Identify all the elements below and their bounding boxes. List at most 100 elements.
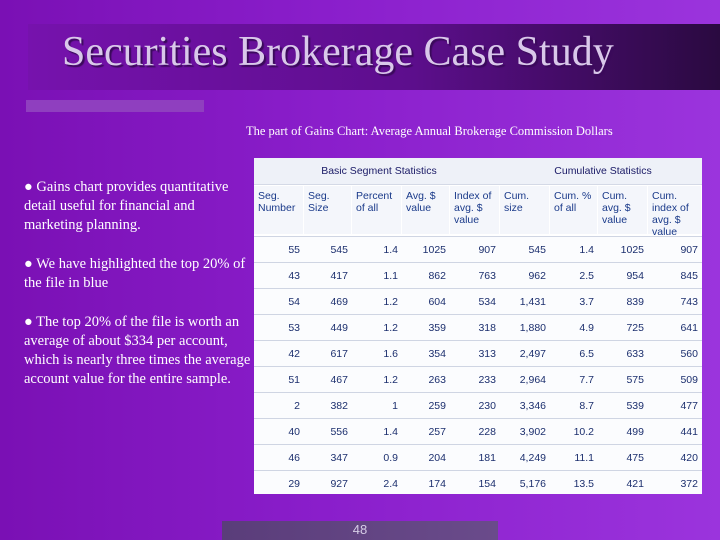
table-cell: 259 [428, 400, 446, 412]
table-cell: 54 [288, 296, 300, 308]
table-cell: 954 [626, 270, 644, 282]
table-cell: 509 [680, 374, 698, 386]
table-cell: 962 [528, 270, 546, 282]
column-header: Avg. $ value [402, 186, 450, 234]
table-row: 42 617 1.6 354 313 2,497 6.5 633 560 [254, 340, 702, 367]
table-cell: 1.4 [579, 244, 594, 256]
table-row: 43 417 1.1 862 763 962 2.5 954 845 [254, 262, 702, 289]
table-row: 2 382 1 259 230 3,346 8.7 539 477 [254, 392, 702, 419]
column-header: Cum. size [500, 186, 550, 234]
table-cell: 1.2 [383, 322, 398, 334]
table-cell: 51 [288, 374, 300, 386]
table-cell: 907 [680, 244, 698, 256]
table-cell: 907 [478, 244, 496, 256]
table-cell: 354 [428, 348, 446, 360]
table-cell: 382 [330, 400, 348, 412]
table-cell: 174 [428, 478, 446, 490]
table-cell: 763 [478, 270, 496, 282]
table-cell: 1,880 [519, 322, 546, 334]
table-cell: 1.4 [383, 426, 398, 438]
column-header: Percent of all [352, 186, 402, 234]
table-row: 53 449 1.2 359 318 1,880 4.9 725 641 [254, 314, 702, 341]
table-cell: 633 [626, 348, 644, 360]
column-header: Cum. index of avg. $ value [648, 186, 702, 238]
table-cell: 2.4 [383, 478, 398, 490]
table-cell: 449 [330, 322, 348, 334]
table-cell: 10.2 [573, 426, 594, 438]
table-cell: 5,176 [519, 478, 546, 490]
bullet-item: ● Gains chart provides quantitative deta… [24, 179, 229, 233]
table-cell: 1025 [422, 244, 446, 256]
table-cell: 372 [680, 478, 698, 490]
table-cell: 1.2 [383, 374, 398, 386]
table-cell: 43 [288, 270, 300, 282]
table-cell: 13.5 [573, 478, 594, 490]
table-cell: 617 [330, 348, 348, 360]
table-cell: 560 [680, 348, 698, 360]
table-cell: 6.5 [579, 348, 594, 360]
table-cell: 2,964 [519, 374, 546, 386]
table-cell: 154 [478, 478, 496, 490]
table-row: 55 545 1.4 1025 907 545 1.4 1025 907 [254, 236, 702, 263]
table-cell: 575 [626, 374, 644, 386]
page-number-box: 48 [222, 521, 498, 540]
table-cell: 1025 [620, 244, 644, 256]
table-cell: 2.5 [579, 270, 594, 282]
table-cell: 927 [330, 478, 348, 490]
column-header: Cum. avg. $ value [598, 186, 648, 234]
table-cell: 53 [288, 322, 300, 334]
table-cell: 11.1 [574, 452, 594, 464]
table-cell: 499 [626, 426, 644, 438]
table-cell: 42 [288, 348, 300, 360]
table-row: 40 556 1.4 257 228 3,902 10.2 499 441 [254, 418, 702, 445]
column-header: Cum. % of all [550, 186, 598, 234]
table-cell: 2 [294, 400, 300, 412]
table-cell: 29 [288, 478, 300, 490]
table-cell: 4,249 [519, 452, 546, 464]
table-cell: 257 [428, 426, 446, 438]
page-number: 48 [352, 522, 368, 537]
table-cell: 477 [680, 400, 698, 412]
table-row: 54 469 1.2 604 534 1,431 3.7 839 743 [254, 288, 702, 315]
table-cell: 556 [330, 426, 348, 438]
table-cell: 420 [680, 452, 698, 464]
table-cell: 469 [330, 296, 348, 308]
table-cell: 359 [428, 322, 446, 334]
table-cell: 417 [330, 270, 348, 282]
table-cell: 845 [680, 270, 698, 282]
table-cell: 8.7 [579, 400, 594, 412]
column-header: Seg. Number [254, 186, 304, 234]
table-cell: 421 [626, 478, 644, 490]
table-cell: 347 [330, 452, 348, 464]
table-cell: 1 [392, 400, 398, 412]
table-cell: 230 [478, 400, 496, 412]
table-cell: 233 [478, 374, 496, 386]
table-cell: 1.2 [383, 296, 398, 308]
table-cell: 441 [680, 426, 698, 438]
table-cell: 539 [626, 400, 644, 412]
table-cell: 3,346 [519, 400, 546, 412]
table-cell: 46 [288, 452, 300, 464]
chart-caption: The part of Gains Chart: Average Annual … [246, 124, 613, 138]
table-cell: 1.4 [383, 244, 398, 256]
table-cell: 641 [680, 322, 698, 334]
table-cell: 7.7 [579, 374, 594, 386]
table-cell: 3.7 [579, 296, 594, 308]
table-cell: 1.1 [383, 270, 398, 282]
table-cell: 0.9 [383, 452, 398, 464]
group-header-basic: Basic Segment Statistics [254, 158, 506, 185]
table-cell: 545 [330, 244, 348, 256]
table-row: 46 347 0.9 204 181 4,249 11.1 475 420 [254, 444, 702, 471]
bullet-item: ● The top 20% of the file is worth an av… [24, 314, 251, 387]
table-cell: 4.9 [579, 322, 594, 334]
table-cell: 839 [626, 296, 644, 308]
table-row: 29 927 2.4 174 154 5,176 13.5 421 372 [254, 470, 702, 494]
table-cell: 2,497 [519, 348, 546, 360]
table-cell: 725 [626, 322, 644, 334]
table-cell: 181 [478, 452, 496, 464]
table-cell: 862 [428, 270, 446, 282]
table-cell: 313 [478, 348, 496, 360]
table-cell: 40 [288, 426, 300, 438]
table-cell: 1,431 [519, 296, 546, 308]
table-cell: 475 [626, 452, 644, 464]
